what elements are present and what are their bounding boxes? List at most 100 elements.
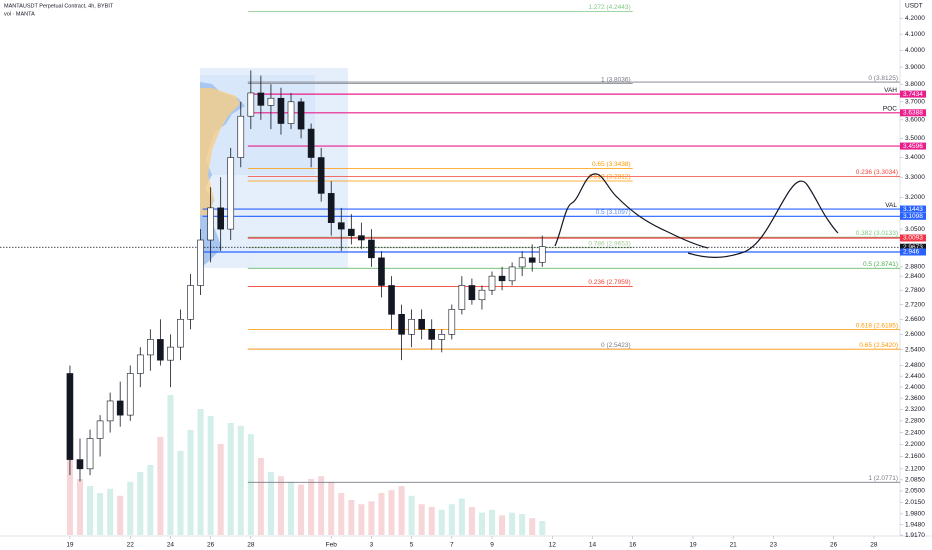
candle-body <box>197 239 204 286</box>
price-tag-label: 3.6388 <box>903 110 923 117</box>
y-tick-label: 2.0150 <box>905 499 925 506</box>
volume-bar <box>227 423 234 535</box>
volume-bar <box>167 395 174 535</box>
volume-bar <box>147 465 154 535</box>
y-tick-label: 2.6600 <box>905 316 925 323</box>
candle-body <box>86 438 94 470</box>
volume-bar <box>137 472 144 535</box>
y-tick-label: 2.1600 <box>905 453 925 460</box>
candle-body <box>136 354 144 374</box>
volume-bar <box>338 493 345 535</box>
candle-body <box>428 328 436 340</box>
volume-bar <box>418 504 425 535</box>
chart-title: MANTAUSDT Perpetual Contract, 4h, BYBIT <box>4 3 114 9</box>
y-tick-label: 4.2000 <box>905 15 925 22</box>
volume-bar <box>217 444 224 535</box>
y-tick-label: 2.2400 <box>905 429 925 436</box>
volume-bar <box>177 451 184 535</box>
x-tick-label: 14 <box>589 542 597 549</box>
candle-body <box>267 97 275 106</box>
volume-bar <box>398 486 405 535</box>
price-tag-label: 2.946 <box>903 249 920 256</box>
y-tick-label: 4.0000 <box>905 47 925 54</box>
fib-label: 1.272 (4.2443) <box>588 4 630 11</box>
candle-body <box>247 92 255 117</box>
fib-label: 1 (2.0771) <box>868 475 898 482</box>
y-tick-label: 2.4000 <box>905 384 925 391</box>
price-tag <box>900 234 926 242</box>
volume-bar <box>539 521 546 535</box>
y-tick-label: 1.9480 <box>905 521 925 528</box>
y-tick-label: 2.3200 <box>905 406 925 413</box>
y-tick-label: 4.1000 <box>905 31 925 38</box>
candle-body <box>478 289 486 301</box>
candle-body <box>498 275 506 282</box>
candles-layer <box>66 70 546 482</box>
y-tick-label: 2.3600 <box>905 395 925 402</box>
volume-bar <box>448 504 455 535</box>
price-tag <box>900 205 926 213</box>
fib-label: 0.65 (3.3438) <box>592 161 631 168</box>
candle-body <box>448 309 456 335</box>
candle-body <box>418 318 425 330</box>
volume-bar <box>127 481 134 535</box>
price-tag-label: 3.4596 <box>903 143 923 150</box>
y-tick-label: 2.1200 <box>905 466 925 473</box>
price-tag <box>900 243 926 251</box>
level-name: POC <box>883 106 897 113</box>
x-tick-label: 28 <box>870 542 878 549</box>
volume-bar <box>468 507 475 535</box>
fib-label: 1 (3.8036) <box>601 76 631 83</box>
x-tick-label: 19 <box>66 542 74 549</box>
candle-body <box>508 266 516 282</box>
price-tag-label: 3.1443 <box>903 206 923 213</box>
fib-label: 0.618 (3.2812) <box>588 174 630 181</box>
volume-bar <box>368 501 375 535</box>
volume-bar <box>519 514 526 535</box>
price-tag <box>900 142 926 150</box>
candle-body <box>96 420 104 439</box>
y-tick-label: 2.2800 <box>905 418 925 425</box>
projection-curve <box>554 173 709 249</box>
volume-bar <box>478 512 485 535</box>
volume-bar <box>499 515 506 535</box>
volume-bar <box>277 476 284 535</box>
volume-bar <box>187 430 194 535</box>
x-tick-label: 3 <box>370 542 374 549</box>
candle-body <box>327 193 335 223</box>
fib-label: 0.236 (3.3034) <box>856 169 898 176</box>
x-tick-label: 26 <box>207 542 215 549</box>
volume-bar <box>76 479 84 535</box>
x-tick-label: 23 <box>770 542 778 549</box>
volume-bar <box>318 476 325 535</box>
volume-bar <box>66 458 73 535</box>
volume-bar <box>358 504 365 535</box>
candle-body <box>237 115 245 158</box>
projection-curve <box>687 180 839 258</box>
price-tag <box>900 248 926 256</box>
y-tick-label: 3.9000 <box>905 64 925 71</box>
volume-bar <box>107 488 114 535</box>
x-tick-label: 26 <box>830 542 838 549</box>
candle-body <box>187 285 194 320</box>
y-tick-label: 1.9800 <box>905 511 925 518</box>
y-tick-label: 2.8800 <box>905 264 925 271</box>
y-tick-label: 3.3000 <box>905 174 925 181</box>
y-tick-label: 2.0500 <box>905 488 925 495</box>
volume-bar <box>488 509 496 535</box>
x-tick-label: 9 <box>490 542 494 549</box>
candle-body <box>408 318 415 335</box>
axis-layer: 4.2000 4.1000 4.0000 3.9000 3.8000 3.7000 3.60… <box>66 15 926 549</box>
volume-bar <box>207 416 214 535</box>
volume-bar <box>509 512 516 535</box>
y-tick-label: 2.4800 <box>905 362 925 369</box>
x-tick-label: 19 <box>689 542 697 549</box>
y-tick-label: 2.4400 <box>905 373 925 380</box>
chart-subtitle: vol · MANTA <box>4 11 35 17</box>
candle-body <box>157 339 164 361</box>
candle-body <box>106 400 114 422</box>
volume-bar <box>308 479 315 535</box>
x-tick-label: 28 <box>247 542 255 549</box>
candle-body <box>277 97 285 124</box>
